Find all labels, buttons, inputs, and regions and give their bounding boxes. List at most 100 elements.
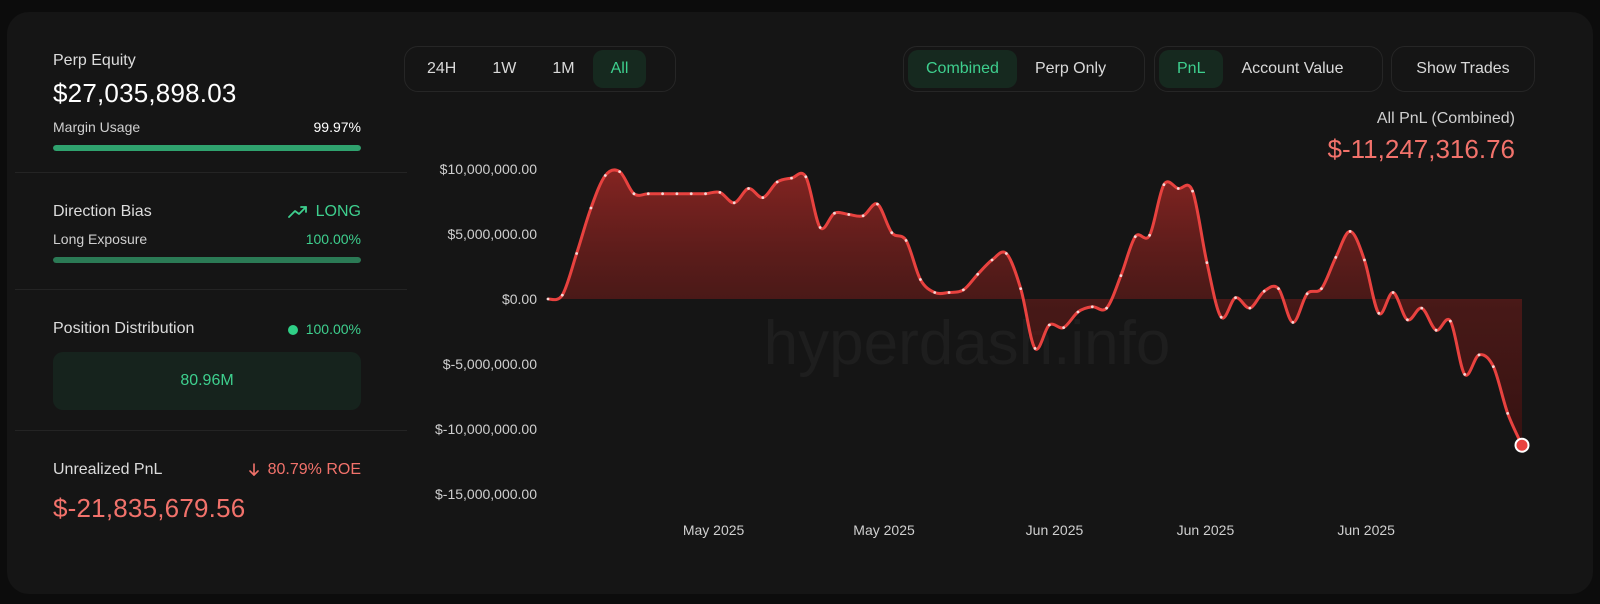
data-point <box>618 170 622 174</box>
data-point <box>1076 310 1080 314</box>
data-point <box>1262 289 1266 293</box>
data-point <box>990 258 994 262</box>
x-axis: May 2025 May 2025 Jun 2025 Jun 2025 Jun 2025 <box>683 522 1395 538</box>
data-point <box>546 297 550 301</box>
data-point <box>1448 319 1452 323</box>
data-point <box>646 192 650 196</box>
metric-selector: PnL Account Value <box>1154 46 1383 92</box>
data-point <box>560 293 564 297</box>
perp-equity-value: $27,035,898.03 <box>53 78 237 108</box>
data-point <box>1377 311 1381 315</box>
data-point <box>1191 189 1194 193</box>
data-point <box>861 214 865 218</box>
trending-up-icon <box>287 206 307 218</box>
data-point <box>790 176 793 180</box>
perp-equity-label: Perp Equity <box>53 52 136 69</box>
perp-equity-section: Perp Equity $27,035,898.03 Margin Usage … <box>53 52 361 151</box>
data-point <box>775 180 779 184</box>
range-1m-button[interactable]: 1M <box>552 60 575 77</box>
y-tick-label: $5,000,000.00 <box>447 226 537 242</box>
data-point <box>718 191 722 194</box>
margin-usage-value: 99.97% <box>313 119 361 135</box>
long-exposure-fill <box>53 257 361 263</box>
wallet-card: Perp Equity $27,035,898.03 Margin Usage … <box>7 12 1593 594</box>
pnl-points <box>546 170 1530 453</box>
data-point <box>704 192 707 196</box>
margin-usage-bar <box>53 145 361 151</box>
divider <box>15 172 407 173</box>
total-pnl-label: All PnL (Combined) <box>1376 110 1515 127</box>
unrealized-pnl-label: Unrealized PnL <box>53 461 163 478</box>
metric-pnl-button[interactable]: PnL <box>1159 50 1224 88</box>
divider <box>15 289 407 290</box>
metric-account-value-button[interactable]: Account Value <box>1241 60 1344 77</box>
y-tick-label: $0.00 <box>502 291 537 307</box>
position-distribution-value: 100.00% <box>305 321 361 337</box>
range-1w-button[interactable]: 1W <box>492 60 517 77</box>
data-point <box>1334 256 1338 259</box>
data-point <box>1062 326 1066 329</box>
data-point <box>1176 187 1180 190</box>
data-point <box>732 201 736 205</box>
data-point <box>1406 318 1409 322</box>
data-point <box>761 196 765 200</box>
data-point <box>804 175 808 179</box>
direction-bias-badge: LONG <box>287 203 361 221</box>
data-point <box>1004 252 1008 255</box>
data-point <box>1248 306 1252 310</box>
mode-perp-only-button[interactable]: Perp Only <box>1034 60 1107 77</box>
arrow-down-icon <box>248 463 259 476</box>
pnl-chart[interactable]: hyperdash.info $10,000,000.00 $5,000,000.… <box>7 12 1593 594</box>
data-point <box>1234 296 1237 300</box>
data-point <box>1506 412 1510 415</box>
data-point <box>747 187 750 190</box>
data-point <box>847 213 851 216</box>
data-point <box>1477 353 1481 357</box>
position-distribution-section: Position Distribution 100.00% 80.96M <box>53 320 361 410</box>
position-distribution-label: Position Distribution <box>53 320 195 337</box>
data-point <box>1434 328 1438 332</box>
roe-badge: 80.79% ROE <box>248 461 361 479</box>
data-point <box>1277 287 1280 290</box>
direction-bias-section: Direction Bias LONG Long Exposure 100.00… <box>53 203 361 263</box>
mode-combined-button[interactable]: Combined <box>908 50 1017 88</box>
data-point <box>1148 233 1151 237</box>
data-point <box>919 278 922 281</box>
data-point <box>603 174 607 177</box>
data-point <box>1491 365 1495 368</box>
long-exposure-bar <box>53 257 361 263</box>
sidebar: Perp Equity $27,035,898.03 Margin Usage … <box>7 12 407 594</box>
margin-usage-fill <box>53 145 361 151</box>
y-axis: $10,000,000.00 $5,000,000.00 $0.00 $-5,000,… <box>435 161 537 502</box>
data-point <box>876 202 879 206</box>
data-point <box>833 211 836 215</box>
x-tick-label: Jun 2025 <box>1177 522 1235 538</box>
show-trades-group: Show Trades <box>1391 46 1535 92</box>
data-point <box>933 291 937 294</box>
mode-selector: Combined Perp Only <box>903 46 1145 92</box>
direction-bias-label: Direction Bias <box>53 203 152 220</box>
y-tick-label: $10,000,000.00 <box>440 161 538 177</box>
current-point-marker <box>1514 437 1530 453</box>
data-point <box>1348 230 1352 233</box>
data-point <box>1090 305 1094 309</box>
x-tick-label: May 2025 <box>853 522 915 538</box>
range-all-button[interactable]: All <box>592 50 647 88</box>
show-trades-button[interactable]: Show Trades <box>1416 60 1510 77</box>
roe-value: 80.79% ROE <box>267 461 361 478</box>
data-point <box>961 288 965 292</box>
position-distribution-bar[interactable]: 80.96M <box>53 352 361 410</box>
data-point <box>976 272 980 276</box>
data-point <box>1133 235 1137 239</box>
data-point <box>1320 287 1323 290</box>
data-point <box>904 239 908 242</box>
data-point <box>1205 261 1209 264</box>
data-point <box>661 192 664 196</box>
long-dot-icon <box>287 325 298 335</box>
range-24h-button[interactable]: 24H <box>427 60 457 77</box>
pnl-area <box>548 169 1522 446</box>
x-tick-label: Jun 2025 <box>1337 522 1395 538</box>
long-exposure-label: Long Exposure <box>53 231 148 247</box>
divider <box>15 430 407 431</box>
y-tick-label: $-10,000,000.00 <box>435 421 537 437</box>
